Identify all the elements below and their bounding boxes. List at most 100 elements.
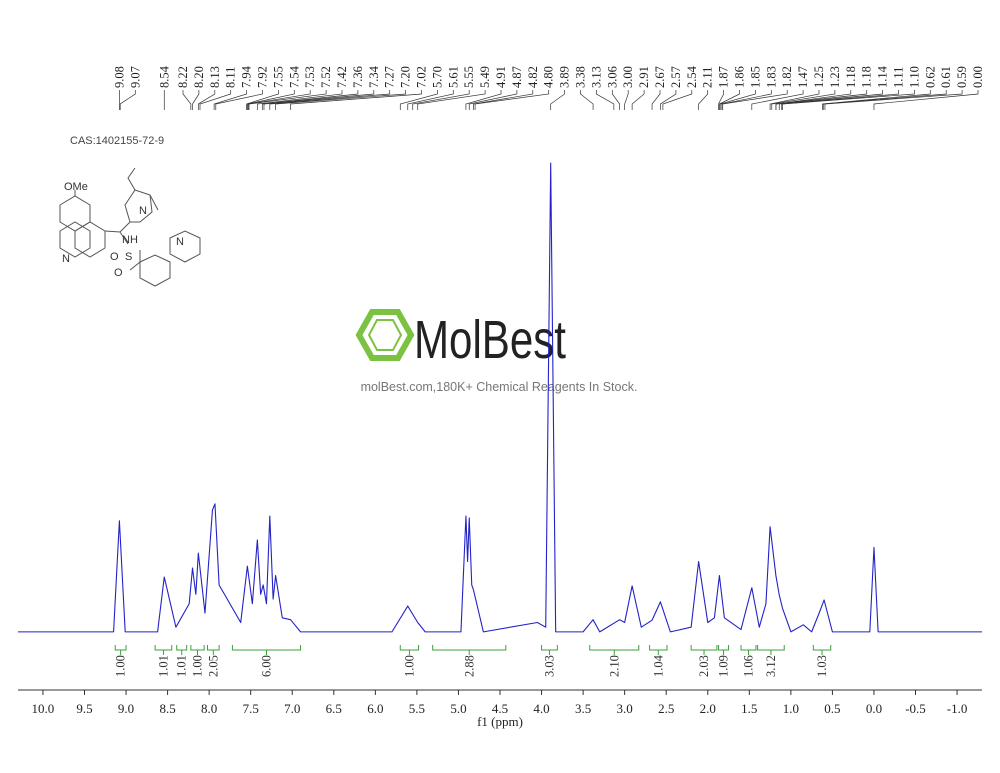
x-tick-label: 1.5 — [741, 701, 757, 716]
integral-label: 1.03 — [815, 655, 829, 677]
peak-connector — [247, 90, 295, 110]
peak-label: 8.20 — [192, 66, 206, 88]
peak-connector — [215, 90, 263, 110]
peak-connector — [719, 90, 740, 110]
atom-label: N — [139, 205, 147, 217]
peak-label: 2.91 — [637, 66, 651, 88]
integral-label: 1.06 — [741, 655, 755, 677]
peak-label: 1.14 — [876, 65, 890, 88]
x-tick-label: 6.0 — [367, 701, 383, 716]
x-tick-label: 2.5 — [658, 701, 674, 716]
x-tick-label: 6.5 — [326, 701, 342, 716]
peak-label: 9.07 — [128, 66, 142, 88]
x-tick-label: 10.0 — [32, 701, 55, 716]
peak-connector — [263, 90, 375, 110]
watermark-tagline: molBest.com,180K+ Chemical Reagents In S… — [361, 380, 638, 394]
peak-connector — [769, 90, 820, 110]
peak-label: 2.67 — [653, 66, 667, 88]
peak-label: 4.80 — [542, 66, 556, 88]
integral-label: 2.10 — [607, 655, 621, 677]
peak-label: 7.42 — [335, 66, 349, 88]
x-tick-label: 5.0 — [450, 701, 466, 716]
peak-connector — [698, 90, 709, 110]
x-tick-label: 7.5 — [243, 701, 259, 716]
peak-connector — [596, 90, 615, 110]
peak-label: 2.11 — [701, 67, 715, 88]
peak-label: 3.89 — [558, 66, 572, 88]
atom-label: NH — [122, 234, 138, 246]
peak-label: 9.08 — [112, 66, 126, 88]
peak-label: 7.34 — [367, 65, 381, 88]
peak-connector — [873, 90, 979, 110]
x-tick-label: 4.0 — [533, 701, 549, 716]
peak-label: 1.18 — [860, 66, 874, 88]
peak-connector — [192, 90, 200, 110]
integral-label: 1.01 — [175, 655, 189, 677]
x-axis-label: f1 (ppm) — [477, 714, 523, 729]
peak-connector — [199, 90, 232, 110]
peak-connector — [290, 90, 422, 110]
peak-connector — [269, 90, 391, 110]
peak-connector — [412, 90, 470, 110]
peak-connector — [781, 90, 899, 110]
peak-connector — [721, 90, 772, 110]
peak-label: 8.54 — [157, 65, 171, 88]
peak-label: 4.91 — [494, 66, 508, 88]
peak-label: 8.22 — [176, 66, 190, 88]
x-tick-label: -0.5 — [905, 701, 926, 716]
x-tick-label: 4.5 — [492, 701, 508, 716]
peak-label: 0.61 — [939, 66, 953, 88]
x-tick-label: 3.0 — [617, 701, 633, 716]
peak-connector — [550, 90, 565, 110]
peak-label: 2.54 — [685, 65, 699, 88]
peak-connector — [473, 90, 534, 110]
watermark-brand: MolBest — [414, 310, 566, 370]
integral-label: 2.03 — [697, 655, 711, 677]
peak-connector — [247, 90, 311, 110]
peak-connector — [256, 90, 343, 110]
x-tick-label: 1.0 — [783, 701, 799, 716]
integral-label: 1.00 — [402, 655, 416, 677]
x-tick-label: -1.0 — [947, 701, 968, 716]
x-tick-label: 0.0 — [866, 701, 882, 716]
peak-connector — [246, 90, 279, 110]
peak-label: 5.55 — [462, 66, 476, 88]
atom-label: OMe — [64, 181, 88, 193]
peak-connector — [474, 90, 550, 110]
peak-connector — [399, 90, 438, 110]
peak-connector — [197, 90, 216, 110]
integral-label: 3.12 — [764, 655, 778, 677]
peak-connector — [213, 90, 247, 110]
atom-label: N — [62, 253, 70, 265]
x-tick-label: 7.0 — [284, 701, 300, 716]
peak-label: 8.11 — [224, 67, 238, 88]
integral-label: 1.01 — [156, 655, 170, 677]
peak-label: 0.62 — [923, 66, 937, 88]
atom-label: N — [176, 236, 184, 248]
peak-label: 4.87 — [510, 66, 524, 88]
peak-label: 7.02 — [415, 66, 429, 88]
atom-label: O — [114, 267, 123, 279]
watermark-logo — [355, 309, 415, 361]
peak-label: 3.00 — [621, 66, 635, 88]
x-tick-label: 0.5 — [824, 701, 840, 716]
integral-label: 3.03 — [542, 655, 556, 677]
peak-label: 5.70 — [430, 66, 444, 88]
peak-connector — [660, 90, 677, 110]
peak-connector — [580, 90, 594, 110]
integral-label: 2.05 — [206, 655, 220, 677]
peak-connector — [468, 90, 518, 110]
integral-label: 1.04 — [651, 654, 665, 677]
x-tick-label: 8.5 — [159, 701, 175, 716]
integral-label: 6.00 — [259, 655, 273, 677]
peak-connector — [119, 90, 136, 110]
structure-labels: OMe N N NH S O O N — [62, 181, 184, 279]
x-tick-label: 5.5 — [409, 701, 425, 716]
peak-connector — [261, 90, 359, 110]
x-tick-label: 9.5 — [76, 701, 92, 716]
integral-label: 1.09 — [717, 655, 731, 677]
peak-connector — [719, 90, 756, 110]
peak-connector — [824, 90, 963, 110]
peak-connector — [611, 90, 621, 110]
peak-connector — [182, 90, 192, 110]
